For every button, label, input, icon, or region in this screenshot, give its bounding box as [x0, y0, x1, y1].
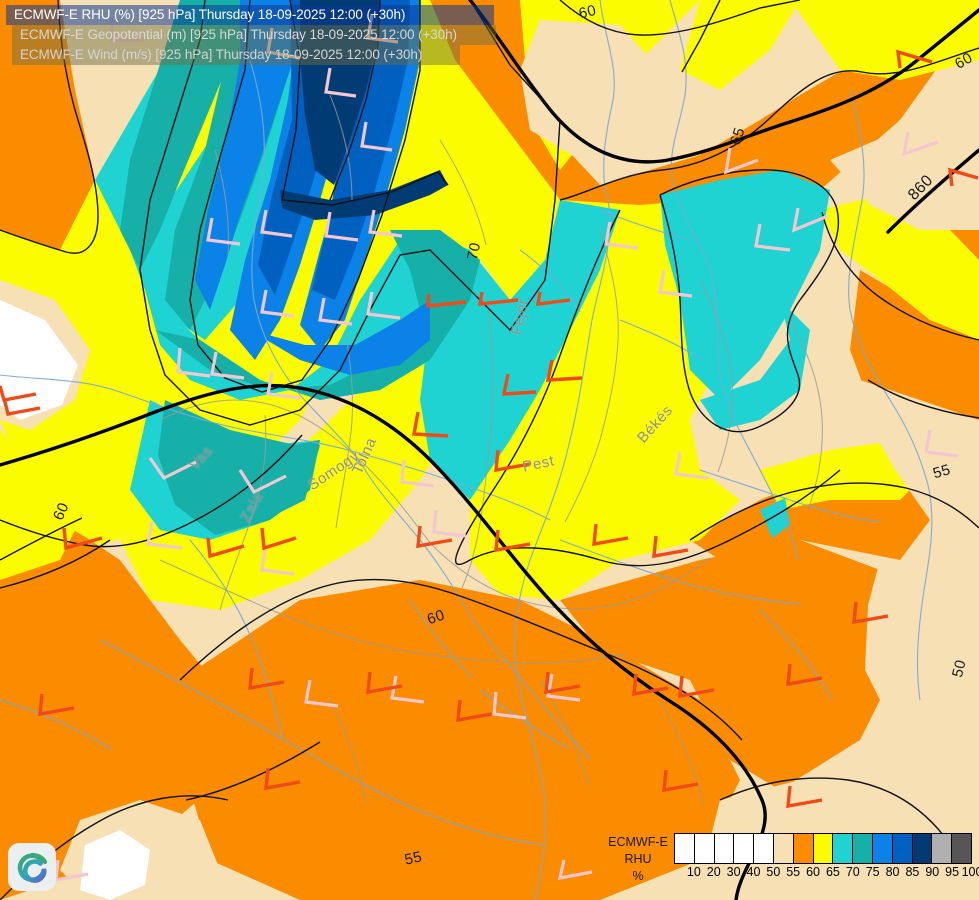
title-geopotential[interactable]: ECMWF-E Geopotential (m) [925 hPa] Thurs… [12, 25, 496, 45]
legend-caption-variable: RHU [624, 852, 652, 866]
legend-tick-95: 95 [945, 865, 960, 879]
swirl-logo-icon [17, 852, 48, 883]
legend-tick-85: 85 [905, 865, 920, 879]
legend-swatch-7 [813, 834, 834, 863]
legend-swatch-3 [734, 834, 755, 863]
legend-swatch-14 [952, 834, 971, 863]
legend-swatch-6 [793, 834, 814, 863]
legend-swatch-12 [912, 834, 933, 863]
legend-swatch-11 [892, 834, 913, 863]
legend-swatch-13 [932, 834, 953, 863]
rhu-color-legend[interactable]: ECMWF-E RHU % 10 20 30 40 50 55 60 65 70 75 80 85 90… [602, 833, 979, 885]
legend-tick-80: 80 [885, 865, 900, 879]
rhu-band-60-65-extra [680, 0, 800, 90]
legend-tick-50: 50 [766, 865, 781, 879]
legend-swatch-1 [694, 834, 715, 863]
legend-caption: ECMWF-E RHU % [602, 833, 674, 885]
map-title-overlay: ECMWF-E RHU (%) [925 hPa] Thursday 18-09… [6, 5, 496, 65]
legend-tick-20: 20 [706, 865, 721, 879]
legend-tick-60: 60 [806, 865, 821, 879]
legend-scale: 10 20 30 40 50 55 60 65 70 75 80 85 90 95 100 [674, 833, 979, 883]
legend-swatch-0 [675, 834, 695, 863]
legend-tick-strip: 10 20 30 40 50 55 60 65 70 75 80 85 90 95 100 [674, 865, 979, 883]
legend-tick-55: 55 [786, 865, 801, 879]
legend-tick-70: 70 [845, 865, 860, 879]
legend-caption-unit: % [632, 869, 644, 883]
legend-tick-100: 100 [961, 865, 979, 879]
title-wind[interactable]: ECMWF-E Wind (m/s) [925 hPa] Thursday 18… [12, 45, 460, 65]
legend-caption-model: ECMWF-E [608, 835, 668, 849]
legend-swatch-5 [773, 834, 794, 863]
legend-swatch-4 [754, 834, 774, 863]
legend-tick-65: 65 [825, 865, 840, 879]
legend-swatch-2 [714, 834, 735, 863]
legend-tick-40: 40 [746, 865, 761, 879]
rhu-contour-label-55-bottom: 55 [403, 848, 424, 869]
legend-swatch-strip [674, 833, 972, 864]
legend-tick-90: 90 [925, 865, 940, 879]
legend-swatch-10 [872, 834, 893, 863]
river-network [0, 0, 933, 900]
legend-tick-30: 30 [726, 865, 741, 879]
swirl-logo[interactable] [8, 843, 56, 891]
title-rhu[interactable]: ECMWF-E RHU (%) [925 hPa] Thursday 18-09… [6, 5, 494, 25]
legend-swatch-9 [853, 834, 873, 863]
legend-tick-75: 75 [865, 865, 880, 879]
legend-swatch-8 [833, 834, 854, 863]
legend-tick-10: 10 [686, 865, 701, 879]
rhu-band-below-50 [0, 300, 150, 900]
rhu-contour-label-70: 70 [464, 240, 485, 262]
